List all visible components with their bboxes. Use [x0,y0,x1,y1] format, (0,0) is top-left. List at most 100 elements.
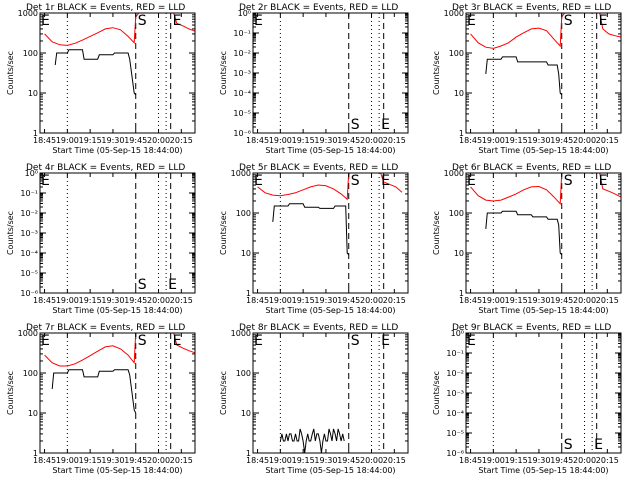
x-tick-label: 19:45 [124,456,147,465]
x-tick-label: 19:30 [314,296,337,305]
event-marker-e: E [254,13,263,29]
x-tick-label: 20:00 [360,296,383,305]
y-axis-label: Counts/sec [219,371,228,415]
event-marker-e: E [599,13,608,29]
x-tick-label: 18:45 [246,136,269,145]
y-tick-label: 10⁻¹ [446,349,464,358]
x-tick-label: 19:15 [505,456,528,465]
y-tick-label: 1000 [231,169,251,178]
y-tick-label: 100 [236,369,251,378]
event-marker-s: S [351,117,360,133]
x-tick-label: 19:00 [56,296,79,305]
event-marker-e: E [467,333,476,349]
y-tick-label: 10⁻⁶ [20,289,38,298]
series-line-lld [470,172,622,206]
x-tick-label: 19:45 [550,296,573,305]
chart-title: Det 6r BLACK = Events, RED = LLD [452,163,611,173]
x-tick-label: 20:00 [360,456,383,465]
y-tick-label: 1000 [18,329,38,338]
y-tick-label: 1 [246,289,251,298]
y-axis-label: Counts/sec [219,51,228,95]
y-tick-label: 10⁻³ [20,229,38,238]
series-line-events [54,49,137,96]
y-axis-label: Counts/sec [6,51,15,95]
y-tick-label: 10⁰ [451,329,464,338]
x-tick-label: 20:15 [170,296,193,305]
event-marker-e: E [173,333,182,349]
chart-title: Det 2r BLACK = Events, RED = LLD [239,3,398,13]
x-tick-label: 19:00 [56,136,79,145]
y-tick-label: 1000 [18,9,38,18]
y-tick-label: 10⁻² [446,369,464,378]
x-axis-label: Start Time (05-Sep-15 18:44:00) [478,466,608,475]
y-tick-label: 100 [23,49,38,58]
event-marker-e: E [467,13,476,29]
x-tick-label: 20:15 [170,136,193,145]
x-tick-label: 20:00 [147,456,170,465]
y-tick-label: 100 [449,209,464,218]
y-tick-label: 10⁰ [238,9,251,18]
x-axis-label: Start Time (05-Sep-15 18:44:00) [265,306,395,315]
x-tick-label: 18:45 [33,456,56,465]
y-tick-label: 10 [241,409,251,418]
y-tick-label: 10 [241,249,251,258]
y-tick-label: 10⁻⁶ [233,129,251,138]
y-tick-label: 10⁻¹ [233,29,251,38]
event-marker-e: E [381,333,390,349]
x-tick-label: 19:00 [269,136,292,145]
x-tick-label: 20:00 [147,296,170,305]
y-tick-label: 10⁻⁶ [446,449,464,458]
y-tick-label: 1 [459,129,464,138]
event-marker-s: S [564,437,573,453]
x-tick-label: 19:00 [482,136,505,145]
event-marker-e: E [381,117,390,133]
x-tick-label: 18:45 [459,296,482,305]
x-tick-label: 20:15 [596,456,619,465]
x-axis-label: Start Time (05-Sep-15 18:44:00) [52,466,182,475]
event-marker-e: E [173,13,182,29]
plot-frame [252,12,409,134]
y-tick-label: 1 [33,449,38,458]
chart-title: Det 4r BLACK = Events, RED = LLD [26,163,185,173]
x-tick-label: 19:30 [314,136,337,145]
x-tick-label: 19:00 [269,456,292,465]
chart-title: Det 5r BLACK = Events, RED = LLD [239,163,398,173]
plot-frame [39,12,196,134]
y-tick-label: 10 [454,89,464,98]
y-tick-label: 1000 [444,169,464,178]
x-tick-label: 18:45 [246,296,269,305]
y-tick-label: 1000 [444,9,464,18]
x-tick-label: 19:15 [292,296,315,305]
event-marker-e: E [467,173,476,189]
series-line-events [279,428,345,454]
event-marker-s: S [351,333,360,349]
x-tick-label: 19:30 [101,136,124,145]
x-tick-label: 20:15 [383,136,406,145]
x-tick-label: 19:15 [79,136,102,145]
x-axis-label: Start Time (05-Sep-15 18:44:00) [265,146,395,155]
y-tick-label: 10⁻⁵ [20,269,38,278]
chart-title: Det 9r BLACK = Events, RED = LLD [452,323,611,333]
x-tick-label: 19:00 [269,296,292,305]
event-marker-s: S [564,13,573,29]
plot-frame [465,332,622,454]
x-tick-label: 19:30 [101,296,124,305]
x-tick-label: 19:15 [79,456,102,465]
series-line-events [51,369,137,414]
x-axis-label: Start Time (05-Sep-15 18:44:00) [52,146,182,155]
event-marker-e: E [168,277,177,293]
y-tick-label: 10⁻⁵ [446,429,464,438]
y-tick-label: 10⁻³ [446,389,464,398]
event-marker-e: E [254,173,263,189]
series-line-events [485,210,563,256]
plot-frame [252,332,409,454]
x-tick-label: 19:30 [527,456,550,465]
chart-title: Det 7r BLACK = Events, RED = LLD [26,323,185,333]
x-tick-label: 19:00 [482,296,505,305]
event-marker-s: S [351,173,360,189]
